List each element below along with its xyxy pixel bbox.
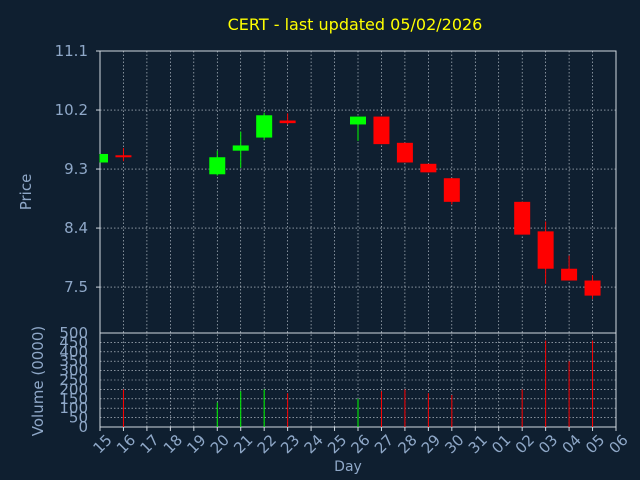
volume-axis-label: Volume (0000) xyxy=(29,326,47,436)
x-tick-label: 06 xyxy=(606,431,632,457)
x-tick-label: 18 xyxy=(160,431,186,457)
candle-body xyxy=(279,120,296,124)
candle-body xyxy=(420,163,437,173)
candle-body xyxy=(584,280,601,296)
candle-body xyxy=(209,157,226,175)
x-tick-label: 31 xyxy=(465,431,491,457)
x-tick-label: 17 xyxy=(136,431,162,457)
candle-body xyxy=(443,178,460,202)
price-axis-label: Price xyxy=(17,174,35,211)
price-tick-label: 8.4 xyxy=(64,219,88,237)
x-tick-label: 04 xyxy=(559,431,585,457)
chart-title: CERT - last updated 05/02/2026 xyxy=(228,15,483,34)
candle-body xyxy=(514,201,531,235)
candle-body xyxy=(232,145,249,151)
x-tick-label: 29 xyxy=(418,431,444,457)
candle-body xyxy=(256,115,273,138)
x-tick-label: 28 xyxy=(394,431,420,457)
volume-tick-label: 400 xyxy=(59,343,88,361)
volume-tick-label: 450 xyxy=(59,333,88,351)
x-tick-label: 05 xyxy=(582,431,608,457)
price-panel: 11.1 10.2 9.3 8.4 7.5 xyxy=(55,42,617,427)
volume-tick-label: 300 xyxy=(59,362,88,380)
x-tick-label: 03 xyxy=(535,431,561,457)
candle-body xyxy=(115,155,132,158)
x-tick-label: 25 xyxy=(324,431,350,457)
price-tick-label: 10.2 xyxy=(55,101,88,119)
x-tick-label: 21 xyxy=(230,431,256,457)
volume-tick-label: 350 xyxy=(59,352,88,370)
volume-tick-label: 50 xyxy=(69,409,88,427)
volume-tick-label: 150 xyxy=(59,390,88,408)
candle-body xyxy=(537,231,554,269)
x-tick-label: 20 xyxy=(207,431,233,457)
x-tick-label: 23 xyxy=(277,431,303,457)
x-tick-label: 26 xyxy=(348,431,374,457)
candle-body xyxy=(396,142,413,163)
candle-body xyxy=(373,116,390,145)
x-tick-label: 15 xyxy=(90,431,116,457)
price-tick-label: 11.1 xyxy=(55,42,88,60)
volume-tick-label: 200 xyxy=(59,380,88,398)
x-axis: 1516171819202122232425262728293031010203… xyxy=(90,427,632,457)
volume-tick-label: 250 xyxy=(59,371,88,389)
x-tick-label: 01 xyxy=(488,431,514,457)
volume-tick-label: 0 xyxy=(78,418,88,436)
volume-tick-label: 500 xyxy=(59,324,88,342)
x-tick-label: 19 xyxy=(183,431,209,457)
x-tick-label: 30 xyxy=(441,431,467,457)
price-tick-label: 7.5 xyxy=(64,278,88,296)
candle-body xyxy=(561,268,578,281)
candle-body xyxy=(350,116,366,125)
price-tick-label: 9.3 xyxy=(64,160,88,178)
x-tick-label: 24 xyxy=(301,431,327,457)
volume-tick-label: 100 xyxy=(59,399,88,417)
x-tick-label: 27 xyxy=(371,431,397,457)
x-axis-label: Day xyxy=(334,459,362,475)
x-tick-label: 02 xyxy=(512,431,538,457)
candle-body xyxy=(100,153,108,163)
x-tick-label: 16 xyxy=(113,431,139,457)
x-tick-label: 22 xyxy=(254,431,280,457)
